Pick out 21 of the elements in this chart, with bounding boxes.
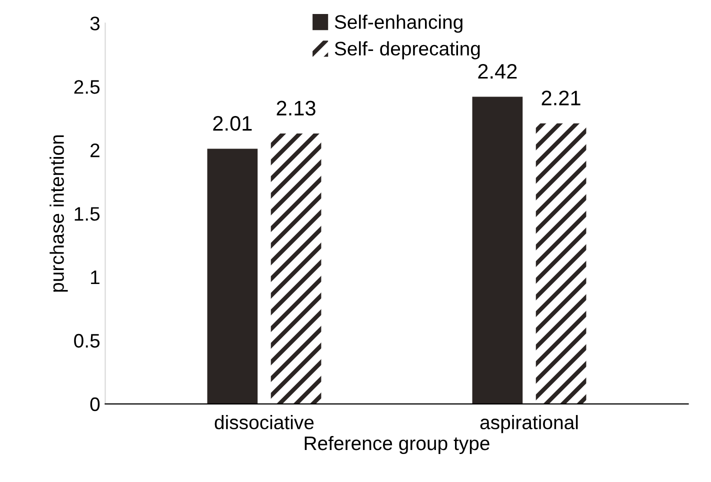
legend-label: Self-enhancing [334,14,462,33]
data-label: 2.01 [213,116,252,131]
y-axis-title: purchase intention [50,135,68,292]
data-label: 2.21 [542,90,580,106]
y-tick-label: 2 [90,144,100,158]
y-tick-label: 3 [90,16,100,30]
bar [270,134,322,404]
y-tick-label: 1 [91,270,100,284]
data-label: 2.42 [478,64,517,79]
bar [472,96,523,404]
data-label: 2.13 [276,100,316,116]
legend-label: Self- deprecating [334,41,480,60]
y-tick-label: 0.5 [74,334,100,348]
x-tick-label: aspirational [480,415,578,434]
y-tick-label: 2.5 [74,80,100,94]
x-tick-label: dissociative [214,415,314,430]
bar [207,148,258,404]
y-tick-label: 1.5 [74,207,100,221]
y-tick-label: 0 [90,397,100,412]
x-axis-title: Reference group type [304,436,490,454]
bar [536,123,586,404]
